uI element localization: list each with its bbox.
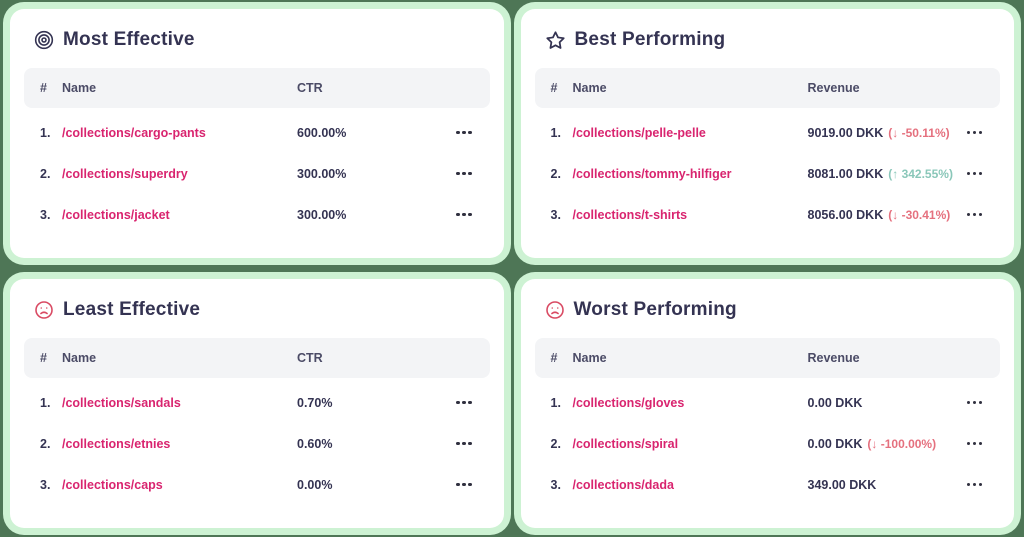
table-row: 1. /collections/cargo-pants 600.00%	[24, 112, 490, 153]
row-value: 8081.00 DKK	[807, 166, 884, 181]
table-row: 2. /collections/spiral 0.00 DKK (↓ -100.…	[535, 423, 1001, 464]
row-rank: 3.	[550, 477, 561, 492]
card-best-performing: Best Performing # Name Revenue 1. /colle…	[520, 9, 1014, 258]
collection-link[interactable]: /collections/cargo-pants	[62, 125, 206, 140]
table-header: # Name CTR	[24, 338, 490, 378]
row-value: 349.00 DKK	[807, 477, 877, 492]
table-row: 3. /collections/jacket 300.00%	[24, 194, 490, 235]
row-rank: 3.	[40, 477, 51, 492]
table-row: 1. /collections/gloves 0.00 DKK	[535, 382, 1001, 423]
header-name: Name	[62, 81, 97, 95]
header-rank: #	[550, 351, 558, 365]
row-value: 0.00 DKK	[807, 436, 863, 451]
table-row: 1. /collections/pelle-pelle 9019.00 DKK …	[535, 112, 1001, 153]
table-row: 2. /collections/etnies 0.60%	[24, 423, 490, 464]
target-icon	[34, 30, 54, 50]
collection-link[interactable]: /collections/t-shirts	[572, 207, 688, 222]
collection-link[interactable]: /collections/caps	[62, 477, 163, 492]
row-value: 0.70%	[297, 395, 333, 410]
row-value: 300.00%	[297, 166, 347, 181]
collection-link[interactable]: /collections/etnies	[62, 436, 171, 451]
table-row: 3. /collections/caps 0.00%	[24, 464, 490, 505]
revenue-change: (↑ 342.55%)	[888, 166, 953, 181]
header-name: Name	[62, 351, 97, 365]
row-rank: 3.	[550, 207, 561, 222]
header-value: CTR	[297, 81, 323, 95]
row-value: 8056.00 DKK	[807, 207, 884, 222]
row-menu-button[interactable]	[965, 125, 985, 141]
header-name: Name	[572, 81, 607, 95]
card-title: Best Performing	[574, 29, 726, 50]
sad-face-icon	[34, 300, 54, 320]
row-menu-button[interactable]	[965, 436, 985, 452]
row-rank: 3.	[40, 207, 51, 222]
card-header: Worst Performing	[535, 297, 1001, 321]
table-header: # Name Revenue	[534, 68, 1000, 108]
row-menu-button[interactable]	[454, 436, 474, 452]
table-row: 3. /collections/t-shirts 8056.00 DKK (↓ …	[535, 194, 1001, 235]
collection-link[interactable]: /collections/tommy-hilfiger	[572, 166, 732, 181]
row-rank: 2.	[550, 436, 561, 451]
card-header: Most Effective	[24, 27, 490, 51]
row-menu-button[interactable]	[965, 395, 985, 411]
row-rank: 2.	[550, 166, 561, 181]
row-menu-button[interactable]	[454, 125, 474, 141]
header-rank: #	[40, 351, 47, 365]
card-title: Worst Performing	[573, 299, 737, 320]
collection-link[interactable]: /collections/gloves	[572, 395, 685, 410]
row-menu-button[interactable]	[454, 395, 474, 411]
row-value: 300.00%	[297, 207, 347, 222]
revenue-change: (↓ -30.41%)	[888, 207, 951, 222]
row-menu-button[interactable]	[965, 166, 985, 182]
row-value: 0.00 DKK	[807, 395, 863, 410]
table-row: 2. /collections/superdry 300.00%	[24, 153, 490, 194]
row-rank: 2.	[40, 436, 51, 451]
header-value: Revenue	[807, 351, 860, 365]
row-rank: 1.	[40, 125, 51, 140]
table-row: 1. /collections/sandals 0.70%	[24, 382, 490, 423]
card-header: Best Performing	[535, 27, 1001, 51]
row-value: 0.60%	[297, 436, 333, 451]
revenue-change: (↓ -100.00%)	[867, 436, 937, 451]
row-value: 600.00%	[297, 125, 347, 140]
row-rank: 2.	[40, 166, 51, 181]
header-value: Revenue	[807, 81, 860, 95]
row-menu-button[interactable]	[454, 477, 474, 493]
collection-link[interactable]: /collections/sandals	[62, 395, 181, 410]
header-rank: #	[40, 81, 47, 95]
card-title: Least Effective	[63, 299, 201, 320]
row-rank: 1.	[40, 395, 51, 410]
card-least-effective: Least Effective # Name CTR 1. /collectio…	[10, 279, 504, 528]
card-most-effective: Most Effective # Name CTR 1. /collection…	[10, 9, 504, 258]
collection-link[interactable]: /collections/dada	[572, 477, 674, 492]
row-menu-button[interactable]	[965, 477, 985, 493]
collection-link[interactable]: /collections/spiral	[572, 436, 679, 451]
card-header: Least Effective	[24, 297, 490, 321]
header-rank: #	[550, 81, 558, 95]
star-icon	[545, 30, 566, 51]
table-row: 2. /collections/tommy-hilfiger 8081.00 D…	[535, 153, 1001, 194]
collection-link[interactable]: /collections/pelle-pelle	[572, 125, 706, 140]
collection-link[interactable]: /collections/superdry	[62, 166, 188, 181]
table-header: # Name CTR	[24, 68, 490, 108]
table-header: # Name Revenue	[534, 338, 1000, 378]
header-name: Name	[572, 351, 607, 365]
row-rank: 1.	[550, 125, 561, 140]
card-worst-performing: Worst Performing # Name Revenue 1. /coll…	[520, 279, 1014, 528]
revenue-change: (↓ -50.11%)	[888, 125, 950, 140]
card-title: Most Effective	[63, 29, 195, 50]
header-value: CTR	[297, 351, 323, 365]
collection-link[interactable]: /collections/jacket	[62, 207, 170, 222]
sad-face-icon	[545, 300, 565, 320]
row-menu-button[interactable]	[454, 166, 474, 182]
row-value: 9019.00 DKK	[807, 125, 884, 140]
table-row: 3. /collections/dada 349.00 DKK	[535, 464, 1001, 505]
row-rank: 1.	[550, 395, 561, 410]
row-menu-button[interactable]	[965, 207, 985, 223]
row-value: 0.00%	[297, 477, 333, 492]
row-menu-button[interactable]	[454, 207, 474, 223]
